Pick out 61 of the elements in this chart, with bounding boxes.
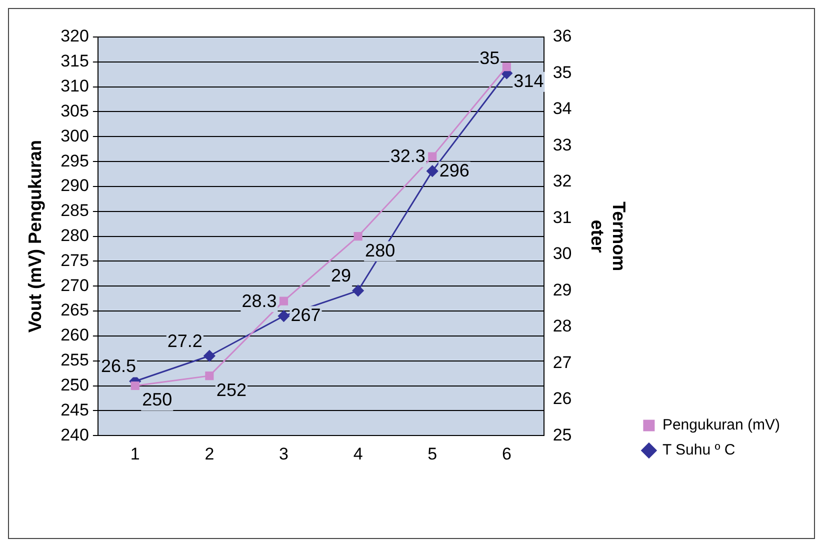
data-label: 267 bbox=[290, 305, 321, 326]
legend-label: T Suhu º C bbox=[662, 442, 736, 459]
x-tick-label: 3 bbox=[279, 444, 288, 464]
y2-tick-label: 25 bbox=[552, 425, 572, 444]
x-tick-label: 2 bbox=[204, 444, 214, 464]
data-label: 29 bbox=[331, 266, 352, 286]
point bbox=[428, 152, 437, 161]
point bbox=[130, 381, 140, 390]
x-tick-label: 5 bbox=[428, 444, 438, 464]
y-tick-label: 315 bbox=[60, 52, 89, 71]
data-label: 280 bbox=[365, 240, 396, 260]
data-label: 250 bbox=[142, 390, 172, 410]
point bbox=[502, 62, 511, 72]
point bbox=[426, 165, 438, 177]
y-tick-label: 320 bbox=[60, 26, 89, 46]
y2-tick-label: 30 bbox=[552, 244, 572, 264]
data-label: 32.3 bbox=[390, 146, 426, 166]
point bbox=[204, 350, 216, 362]
y-tick-label: 310 bbox=[60, 76, 89, 96]
y2-tick-label: 32 bbox=[552, 172, 572, 191]
y2-tick-label: 36 bbox=[552, 26, 572, 46]
y2-tick-label: 26 bbox=[552, 389, 572, 408]
data-label: 26.5 bbox=[100, 356, 136, 376]
x-tick-label: 1 bbox=[130, 444, 140, 464]
point bbox=[278, 310, 290, 322]
data-label: 28.3 bbox=[242, 290, 277, 311]
y2-tick-label: 34 bbox=[552, 99, 572, 118]
y-tick-label: 265 bbox=[60, 300, 89, 320]
x-tick-label: 6 bbox=[502, 444, 512, 464]
point bbox=[205, 372, 214, 380]
data-label: 252 bbox=[216, 380, 246, 400]
y2-tick-label: 28 bbox=[552, 316, 572, 336]
y-tick-label: 280 bbox=[60, 226, 89, 245]
y-axis-title: Vout (mV) Pengukuran bbox=[24, 140, 45, 333]
data-label: 296 bbox=[439, 160, 470, 181]
y-tick-label: 300 bbox=[60, 126, 89, 146]
y-tick-label: 305 bbox=[60, 101, 89, 120]
y-tick-label: 255 bbox=[60, 350, 89, 370]
point bbox=[354, 232, 362, 241]
y-tick-label: 295 bbox=[60, 151, 89, 170]
point bbox=[352, 284, 364, 296]
data-label: 35 bbox=[480, 48, 500, 68]
y2-tick-label: 27 bbox=[552, 352, 572, 372]
y-tick-label: 290 bbox=[60, 176, 89, 196]
y2-axis-title: Termom eter bbox=[588, 201, 630, 272]
y2-tick-label: 31 bbox=[552, 208, 572, 227]
point bbox=[279, 296, 288, 306]
y-tick-label: 250 bbox=[60, 375, 89, 394]
y-tick-label: 245 bbox=[60, 400, 89, 420]
y2-tick-label: 33 bbox=[552, 135, 572, 154]
data-label: 27.2 bbox=[167, 330, 202, 351]
x-tick-label: 4 bbox=[353, 444, 363, 464]
y-tick-label: 260 bbox=[60, 326, 89, 345]
y-tick-label: 240 bbox=[60, 425, 89, 444]
y2-tick-label: 35 bbox=[552, 62, 572, 82]
legend-label: Pengukuran (mV) bbox=[662, 416, 780, 434]
y-tick-label: 275 bbox=[60, 250, 89, 270]
y-tick-label: 270 bbox=[60, 276, 89, 295]
data-label: 314 bbox=[514, 70, 544, 91]
y2-tick-label: 29 bbox=[552, 280, 572, 300]
y-tick-label: 285 bbox=[60, 201, 89, 220]
